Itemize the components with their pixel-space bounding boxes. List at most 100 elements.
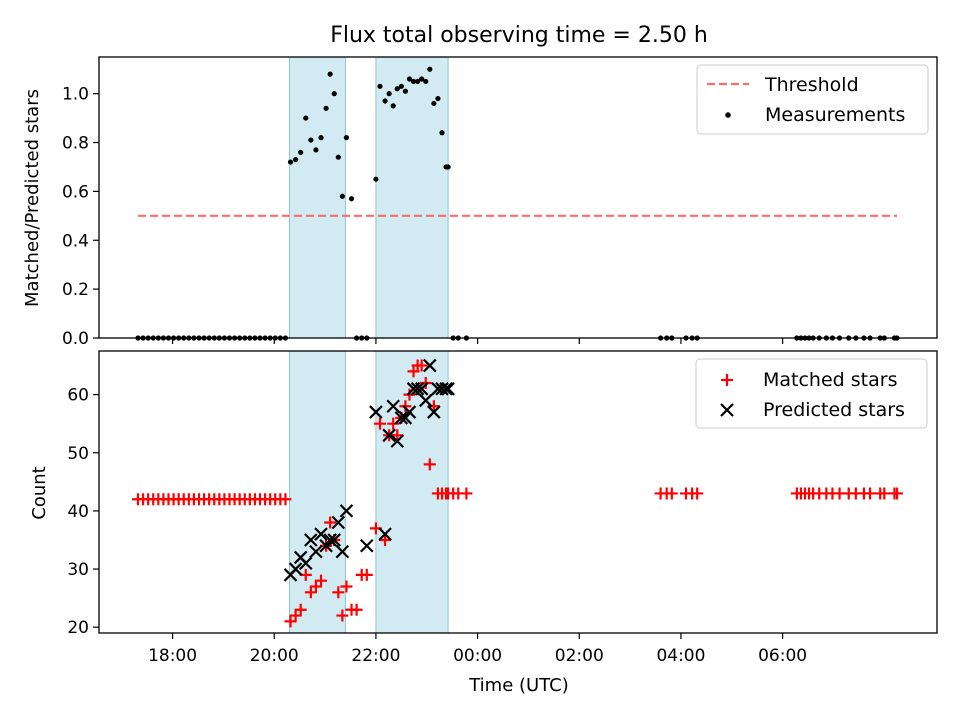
y-tick-label: 20 [67,618,89,638]
measurement-point [410,78,417,85]
predicted-star-point [359,539,374,553]
y-tick-label: 1.0 [62,85,89,105]
matched-star-point [373,417,386,430]
y-tick-label: 30 [67,560,89,580]
predicted-star-point [369,405,383,419]
matched-star-point [864,487,877,500]
matched-star-point [403,388,416,401]
predicted-star-point [335,544,350,559]
measurement-point [303,115,309,121]
measurement-point [348,196,355,202]
x-tick-label: 22:00 [351,646,400,666]
shaded-interval-0 [288,350,346,634]
x-axis-label: Time (UTC) [468,675,569,696]
matched-star-point [423,458,436,471]
y-tick-label: 40 [67,502,89,522]
matched-star-point [350,603,363,616]
y-tick-label: 60 [67,386,89,406]
predicted-star-point [439,382,453,396]
y-axis-label: Count [29,466,50,519]
legend: Threshold Measurements [696,64,929,135]
predicted-star-point [327,533,342,547]
matched-star-point [415,359,428,372]
matched-star-point [419,376,432,389]
star-count-panel: 20 30 40 50 60 18:00 20:00 22:00 00:00 02:00 04:0… [29,350,938,696]
matched-star-point [427,400,440,413]
measurement-point [427,66,433,72]
measurement-point [335,154,341,160]
predicted-star-point [304,533,318,547]
legend-matched-swatch [721,374,733,386]
legend-measurements-swatch [725,112,731,118]
measurement-point [331,91,337,97]
measurement-point [445,164,451,170]
measurement-point [308,137,314,143]
measurement-point [323,105,329,111]
measurement-point [327,71,333,77]
predicted-star-point [398,411,413,425]
shaded-interval-1 [375,350,449,634]
measurement-point [292,157,299,163]
y-tick-label: 0.4 [62,231,89,251]
legend-label-measurements: Measurements [765,104,905,126]
y-tick-label: 0.0 [62,329,89,349]
y-tick-label: 50 [67,444,89,464]
matched-star-point [460,487,473,500]
measurement-point [298,149,304,155]
predicted-star-point [323,533,337,547]
predicted-star-point [314,527,328,541]
y-ticks: 20 30 40 50 60 [67,386,99,638]
predicted-star-point [414,382,429,396]
y-tick-label: 0.8 [62,134,89,154]
predicted-star-point [418,393,433,408]
measurement-point [382,98,388,104]
x-tick-label: 20:00 [250,646,299,666]
matched-star-point [391,429,404,442]
measurement-point [318,135,324,141]
predicted-star-point [331,515,346,530]
predicted-star-point [427,405,441,419]
predicted-star-point [410,382,425,396]
predicted-star-point [319,539,333,553]
x-ticks [171,338,784,344]
measurement-point [394,86,400,92]
measurement-point [287,159,294,165]
measurement-point [431,100,437,107]
predicted-star-point [378,527,392,541]
flux-ratio-panel: 0.0 0.2 0.4 0.6 0.8 1.0 Matched/Predicted sta… [22,56,938,349]
axes-frame [98,350,938,634]
x-tick-label: 06:00 [758,646,807,666]
predicted-star-point [339,504,354,518]
matched-star-point [691,487,704,500]
predicted-star-point [435,382,449,396]
legend-box [695,358,928,429]
measurement-point [439,130,445,136]
measurement-point [435,95,441,102]
matched-star-point [891,487,903,500]
matched-star-point [340,580,353,593]
measurement-point [390,103,396,109]
matched-star-point [379,533,392,546]
y-tick-label: 0.6 [62,182,89,202]
x-ticks: 18:00 20:00 22:00 00:00 02:00 04:00 06:00 [148,633,807,666]
predicted-star-point [309,544,323,559]
shaded-intervals [288,350,449,634]
measurement-point [398,83,404,89]
matched-star-point [279,493,292,506]
y-axis-label: Matched/Predicted stars [22,89,43,307]
measurement-point [419,76,425,82]
matched-star-point [360,568,373,581]
legend-label-predicted: Predicted stars [763,399,905,421]
measurement-point [377,83,383,89]
axes-frame [98,56,938,339]
x-tick-label: 18:00 [148,646,197,666]
matched-star-point [315,574,328,587]
matched-star-point [336,609,349,622]
measurement-point [373,176,379,182]
predicted-star-point [382,428,396,443]
matched-star-point [294,603,307,616]
matched-star-point [878,487,891,500]
y-ticks: 0.0 0.2 0.4 0.6 0.8 1.0 [62,85,99,349]
measurement-point [313,147,319,153]
